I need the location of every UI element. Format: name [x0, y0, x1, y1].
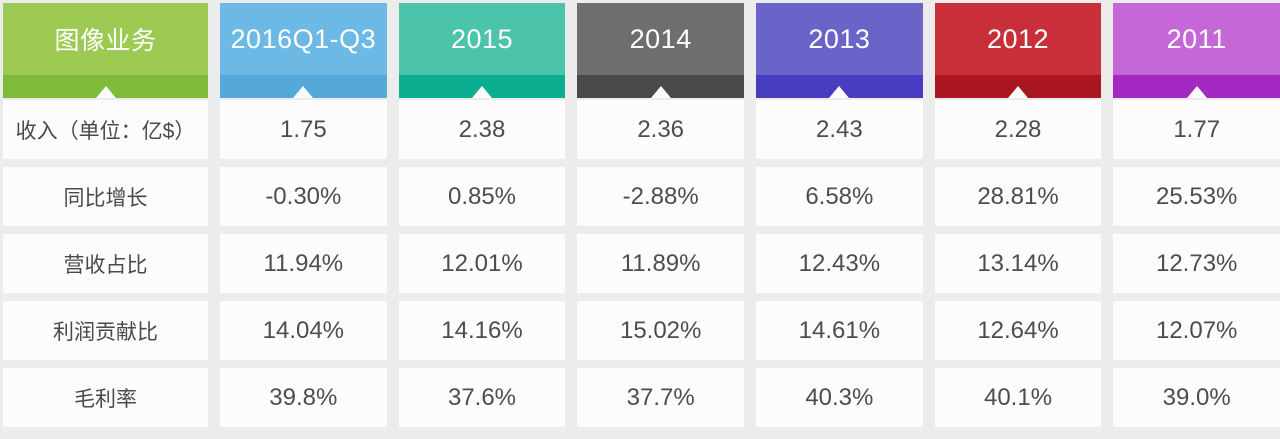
pointer-notch-icon: [1008, 86, 1029, 98]
table-cell: 37.7%: [577, 368, 745, 427]
column-header-label: 2016Q1-Q3: [220, 3, 387, 75]
table-cell: 15.02%: [577, 301, 745, 360]
column-header-2016q1-q3: 2016Q1-Q3: [220, 3, 387, 98]
column-header-2014: 2014: [577, 3, 745, 98]
row-label: 同比增长: [3, 167, 208, 226]
header-strip: [398, 75, 566, 98]
table-row-revenue-share: 营收占比 11.94% 12.01% 11.89% 12.43% 13.14% …: [3, 234, 1280, 293]
table-cell: 2.28: [934, 100, 1102, 159]
column-header-label: 2013: [756, 3, 923, 75]
column-header-2011: 2011: [1113, 3, 1280, 98]
table-cell: 2.43: [756, 100, 923, 159]
table-row-gross-margin: 毛利率 39.8% 37.6% 37.7% 40.3% 40.1% 39.0%: [3, 368, 1280, 427]
header-strip: [3, 75, 208, 98]
table-cell: 40.3%: [756, 368, 923, 427]
header-strip: [756, 75, 923, 98]
table-cell: 14.16%: [398, 301, 566, 360]
table-cell: 12.01%: [398, 234, 566, 293]
pointer-notch-icon: [95, 86, 116, 98]
table-cell: 11.89%: [577, 234, 745, 293]
table-row-revenue: 收入（单位：亿$） 1.75 2.38 2.36 2.43 2.28 1.77: [3, 100, 1280, 159]
table-title-header: 图像业务: [3, 3, 208, 98]
column-header-label: 2011: [1113, 3, 1280, 75]
header-strip: [1113, 75, 1280, 98]
table-cell: 2.36: [577, 100, 745, 159]
table-cell: 11.94%: [220, 234, 387, 293]
table-cell: 6.58%: [756, 167, 923, 226]
table-cell: 39.8%: [220, 368, 387, 427]
column-header-label: 2012: [934, 3, 1102, 75]
column-header-label: 2014: [577, 3, 745, 75]
column-header-2012: 2012: [934, 3, 1102, 98]
table-cell: 1.77: [1113, 100, 1280, 159]
pointer-notch-icon: [829, 86, 850, 98]
table-cell: 25.53%: [1113, 167, 1280, 226]
table-cell: 37.6%: [398, 368, 566, 427]
table-cell: 12.43%: [756, 234, 923, 293]
table-cell: 1.75: [220, 100, 387, 159]
table-cell: 12.07%: [1113, 301, 1280, 360]
header-strip: [220, 75, 387, 98]
pointer-notch-icon: [1186, 86, 1207, 98]
pointer-notch-icon: [650, 86, 671, 98]
column-header-label: 2015: [398, 3, 566, 75]
table-cell: 14.04%: [220, 301, 387, 360]
table-row-yoy-growth: 同比增长 -0.30% 0.85% -2.88% 6.58% 28.81% 25…: [3, 167, 1280, 226]
pointer-notch-icon: [293, 86, 314, 98]
table-cell: 13.14%: [934, 234, 1102, 293]
table-cell: 12.73%: [1113, 234, 1280, 293]
row-label: 毛利率: [3, 368, 208, 427]
table-cell: 12.64%: [934, 301, 1102, 360]
table-header-row: 图像业务 2016Q1-Q3 2015 2014 2013 2012 2011: [3, 3, 1280, 98]
table-cell: 2.38: [398, 100, 566, 159]
table-cell: 14.61%: [756, 301, 923, 360]
table-row-profit-contribution: 利润贡献比 14.04% 14.16% 15.02% 14.61% 12.64%…: [3, 301, 1280, 360]
pointer-notch-icon: [472, 86, 492, 98]
table-cell: -2.88%: [577, 167, 745, 226]
table-cell: -0.30%: [220, 167, 387, 226]
table-cell: 40.1%: [934, 368, 1102, 427]
table-cell: 28.81%: [934, 167, 1102, 226]
column-header-2015: 2015: [398, 3, 566, 98]
header-strip: [577, 75, 745, 98]
table-cell: 39.0%: [1113, 368, 1280, 427]
row-label: 利润贡献比: [3, 301, 208, 360]
table-title: 图像业务: [3, 3, 208, 75]
column-header-2013: 2013: [756, 3, 923, 98]
row-label: 收入（单位：亿$）: [3, 100, 208, 159]
header-strip: [934, 75, 1102, 98]
table-cell: 0.85%: [398, 167, 566, 226]
row-label: 营收占比: [3, 234, 208, 293]
